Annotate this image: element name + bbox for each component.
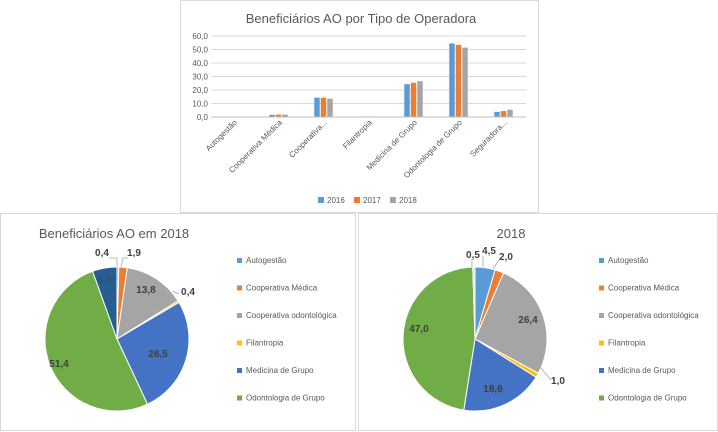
leader-line <box>121 258 128 267</box>
legend-swatch <box>354 197 360 203</box>
bar <box>507 110 513 117</box>
pie-chart-left-panel: Beneficiários AO em 2018 0,4 1,9 13,8 0,4 26… <box>0 213 356 431</box>
legend-swatch <box>237 286 242 291</box>
legend-swatch <box>599 286 604 291</box>
legend-swatch <box>237 258 242 263</box>
legend-label: Cooperativa odontológica <box>608 311 699 320</box>
pie-chart-left: Beneficiários AO em 2018 0,4 1,9 13,8 0,4 26… <box>1 214 357 432</box>
legend-label: Cooperativa odontológica <box>246 311 337 320</box>
data-label: 51,4 <box>49 359 69 370</box>
y-tick-label: 20,0 <box>192 86 208 95</box>
legend-swatch <box>599 313 604 318</box>
y-tick-label: 60,0 <box>192 32 208 41</box>
y-tick-label: 40,0 <box>192 59 208 68</box>
pie-left-title: Beneficiários AO em 2018 <box>39 226 189 241</box>
bar <box>314 98 320 117</box>
pie-right-title: 2018 <box>497 226 526 241</box>
legend-label: Filantropia <box>246 339 284 348</box>
bar <box>449 43 455 117</box>
leader-line <box>109 258 117 267</box>
legend-label: Filantropia <box>608 339 646 348</box>
bar <box>417 81 423 117</box>
data-label: 18,6 <box>483 384 503 395</box>
data-label: 13,8 <box>136 285 156 296</box>
legend-label: Odontologia de Grupo <box>246 394 325 403</box>
legend-swatch <box>237 368 242 373</box>
data-label: 4,5 <box>482 246 496 257</box>
pie-chart-right: 2018 4,52,0 26,4 1,0 18,6 47,0 0,5 Autogestão C… <box>359 214 718 432</box>
pie-slice <box>403 267 475 410</box>
bar <box>494 112 500 117</box>
legend-swatch <box>599 258 604 263</box>
y-tick-label: 30,0 <box>192 73 208 82</box>
x-tick-label: Autogestão <box>204 118 239 153</box>
leader-line <box>539 366 551 380</box>
y-tick-label: 50,0 <box>192 46 208 55</box>
legend-label: Autogestão <box>246 256 287 265</box>
x-tick-label: Cooperativa... <box>287 118 329 160</box>
bar <box>411 83 417 117</box>
legend-label: Medicina de Grupo <box>608 366 676 375</box>
data-label: 26,4 <box>518 315 538 326</box>
legend-label: Cooperativa Médica <box>608 284 680 293</box>
legend-swatch <box>390 197 396 203</box>
bar <box>404 84 410 117</box>
bar <box>501 111 507 117</box>
legend-label: 2016 <box>327 196 345 205</box>
legend-swatch <box>318 197 324 203</box>
y-tick-label: 0,0 <box>197 113 209 122</box>
data-label: 5,5 <box>98 275 112 286</box>
x-tick-label: Filantropia <box>341 118 374 151</box>
legend-label: 2018 <box>399 196 417 205</box>
bar <box>321 98 327 117</box>
legend-swatch <box>599 368 604 373</box>
legend-swatch <box>237 341 242 346</box>
data-label: 0,4 <box>181 287 195 298</box>
legend-swatch <box>237 396 242 401</box>
data-label: 26,5 <box>148 349 168 360</box>
data-label: 1,9 <box>127 248 141 259</box>
legend-label: Autogestão <box>608 256 649 265</box>
bar <box>327 99 333 117</box>
legend-swatch <box>237 313 242 318</box>
x-tick-label: Seguradora... <box>468 118 509 159</box>
data-label: 47,0 <box>409 324 429 335</box>
legend-label: Medicina de Grupo <box>246 366 314 375</box>
bar <box>456 45 462 117</box>
data-label: 2,0 <box>499 252 513 263</box>
legend-label: Odontologia de Grupo <box>608 394 687 403</box>
legend-swatch <box>599 396 604 401</box>
bar-chart-panel: Beneficiários AO por Tipo de Operadora 0… <box>180 0 539 213</box>
leader-line <box>483 257 484 267</box>
bar-chart-title: Beneficiários AO por Tipo de Operadora <box>246 11 477 26</box>
legend-swatch <box>599 341 604 346</box>
legend-label: 2017 <box>363 196 381 205</box>
bar-chart: Beneficiários AO por Tipo de Operadora 0… <box>181 1 540 214</box>
data-label: 0,4 <box>95 248 109 259</box>
bar <box>462 48 468 117</box>
legend-label: Cooperativa Médica <box>246 284 318 293</box>
y-tick-label: 10,0 <box>192 100 208 109</box>
data-label: 0,5 <box>466 250 480 261</box>
data-label: 1,0 <box>551 376 565 387</box>
